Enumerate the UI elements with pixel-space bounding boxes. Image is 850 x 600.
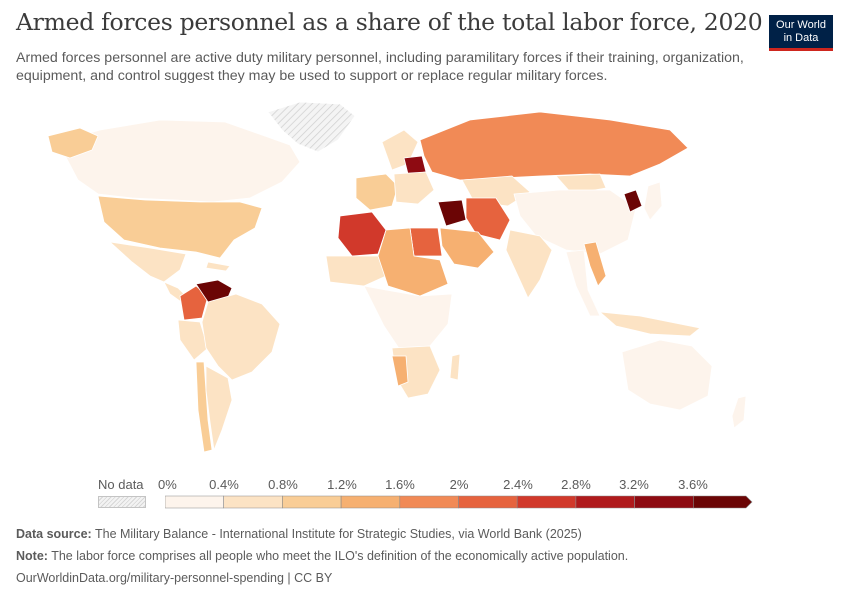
footer-note: Note: The labor force comprises all peop… xyxy=(16,549,628,563)
legend-tick-6: 2.4% xyxy=(503,477,533,492)
legend-bin[interactable] xyxy=(399,495,459,509)
legend-bin[interactable] xyxy=(223,495,283,509)
region-western-europe[interactable] xyxy=(355,173,399,211)
region-brazil[interactable] xyxy=(201,293,281,381)
source-label: Data source: xyxy=(16,527,92,541)
region-argentina[interactable] xyxy=(205,365,233,451)
legend-bin[interactable] xyxy=(634,495,694,509)
footer-url[interactable]: OurWorldinData.org/military-personnel-sp… xyxy=(16,571,333,585)
region-chile[interactable] xyxy=(195,361,213,453)
legend-color-bar[interactable] xyxy=(165,495,755,509)
world-map[interactable] xyxy=(0,90,850,465)
legend-tick-3: 1.2% xyxy=(327,477,357,492)
logo-line-1: Our World xyxy=(776,19,826,31)
note-label: Note: xyxy=(16,549,48,563)
region-cuba[interactable] xyxy=(205,261,231,272)
legend-tick-2: 0.8% xyxy=(268,477,298,492)
region-china[interactable] xyxy=(513,189,637,255)
note-text: The labor force comprises all people who… xyxy=(51,549,629,563)
region-north-korea[interactable] xyxy=(623,189,643,213)
region-colombia[interactable] xyxy=(179,285,209,321)
region-sahel[interactable] xyxy=(377,227,449,297)
region-russia[interactable] xyxy=(419,111,689,181)
chart-title: Armed forces personnel as a share of the… xyxy=(16,8,763,36)
region-mongolia[interactable] xyxy=(555,173,607,195)
region-eastern-europe[interactable] xyxy=(393,171,435,205)
color-legend: No data 0% 0.4% 0.8% 1.2% 1.6% 2% 2.4% 2… xyxy=(0,470,850,515)
region-indonesia[interactable] xyxy=(599,311,701,337)
region-algeria[interactable] xyxy=(337,211,387,257)
region-australia[interactable] xyxy=(621,339,713,411)
region-venezuela[interactable] xyxy=(195,279,233,303)
logo-line-2: in Data xyxy=(783,32,819,44)
region-vietnam[interactable] xyxy=(583,241,607,287)
legend-bin[interactable] xyxy=(458,495,518,509)
source-text[interactable]: The Military Balance - International Ins… xyxy=(94,527,582,541)
chart-subtitle: Armed forces personnel are active duty m… xyxy=(16,50,744,84)
region-united-states[interactable] xyxy=(97,195,263,259)
legend-bin[interactable] xyxy=(516,495,577,509)
region-saudi-arabia[interactable] xyxy=(439,227,495,269)
legend-bin[interactable] xyxy=(282,495,342,509)
legend-bin[interactable] xyxy=(693,495,753,509)
owid-logo[interactable]: Our World in Data xyxy=(769,15,833,51)
legend-bin[interactable] xyxy=(165,495,224,509)
region-belarus[interactable] xyxy=(403,155,427,175)
region-peru[interactable] xyxy=(177,319,209,361)
legend-bin[interactable] xyxy=(340,495,401,509)
legend-tick-0: 0% xyxy=(158,477,177,492)
legend-tick-8: 3.2% xyxy=(619,477,649,492)
region-mexico[interactable] xyxy=(109,241,187,283)
region-egypt[interactable] xyxy=(409,227,443,257)
region-greenland[interactable] xyxy=(267,101,356,153)
legend-bin[interactable] xyxy=(575,495,635,509)
legend-tick-5: 2% xyxy=(449,477,469,492)
region-alaska[interactable] xyxy=(47,127,99,159)
region-canada[interactable] xyxy=(57,119,301,203)
region-india[interactable] xyxy=(505,229,553,299)
region-syria[interactable] xyxy=(437,199,467,227)
no-data-label: No data xyxy=(98,477,144,492)
region-iran[interactable] xyxy=(465,197,511,241)
legend-tick-4: 1.6% xyxy=(385,477,415,492)
legend-tick-1: 0.4% xyxy=(209,477,239,492)
region-japan[interactable] xyxy=(643,181,663,221)
region-central-africa[interactable] xyxy=(363,285,453,351)
footer-source: Data source: The Military Balance - Inte… xyxy=(16,527,582,541)
region-southeast-asia[interactable] xyxy=(565,249,601,317)
region-madagascar[interactable] xyxy=(449,353,461,381)
region-north-africa[interactable] xyxy=(325,255,387,287)
legend-tick-9: 3.6% xyxy=(678,477,708,492)
region-new-zealand[interactable] xyxy=(731,395,747,429)
no-data-swatch[interactable] xyxy=(98,496,146,508)
legend-tick-7: 2.8% xyxy=(561,477,591,492)
region-namibia[interactable] xyxy=(391,355,409,387)
